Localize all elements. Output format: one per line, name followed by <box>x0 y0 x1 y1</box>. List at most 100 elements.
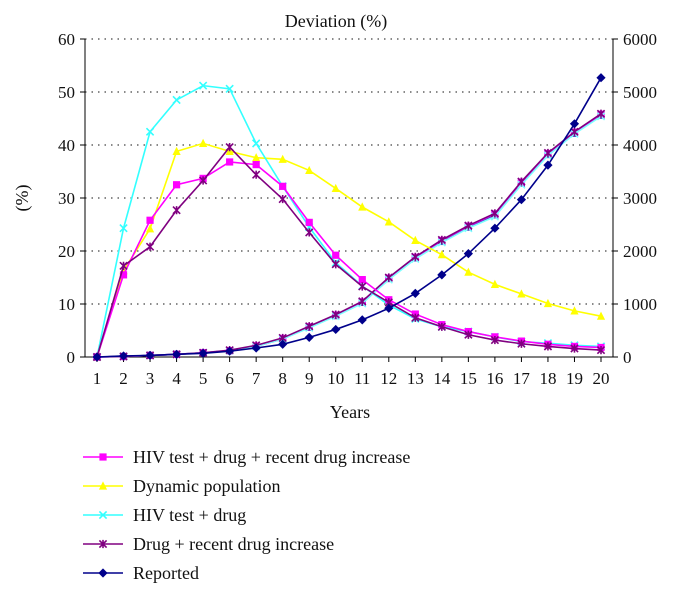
data-point <box>358 276 366 284</box>
data-point <box>225 84 234 93</box>
data-point <box>278 154 287 163</box>
x-tick-label: 4 <box>172 369 181 388</box>
data-point <box>172 146 181 155</box>
y2-tick-label: 3000 <box>623 189 657 208</box>
legend-label: Drug + recent drug increase <box>133 534 334 554</box>
x-tick-label: 2 <box>119 369 128 388</box>
data-point <box>411 252 420 261</box>
x-tick-label: 3 <box>146 369 155 388</box>
data-point <box>119 271 128 279</box>
data-point <box>145 224 155 233</box>
data-point <box>119 224 128 233</box>
data-point <box>410 288 420 298</box>
x-tick-label: 17 <box>513 369 531 388</box>
data-point <box>570 127 579 136</box>
data-point <box>304 332 314 342</box>
data-point <box>517 339 526 348</box>
y2-tick-label: 5000 <box>623 83 657 102</box>
y-tick-label: 0 <box>67 348 76 367</box>
data-point <box>437 322 447 331</box>
data-point <box>569 119 580 129</box>
data-point <box>490 335 500 345</box>
data-point <box>278 339 288 349</box>
data-point <box>305 165 314 175</box>
data-point <box>411 313 420 322</box>
data-point <box>225 142 234 152</box>
legend-swatch-marker <box>98 481 108 490</box>
data-point <box>305 228 314 237</box>
x-tick-label: 15 <box>460 369 477 388</box>
y2-tick-label: 0 <box>623 348 632 367</box>
data-point <box>305 218 313 226</box>
data-point <box>464 330 473 339</box>
data-point <box>199 138 208 148</box>
legend-item: HIV test + drug + recent drug increase <box>83 447 410 467</box>
y-axis-title: (%) <box>12 185 33 212</box>
data-point <box>490 223 500 233</box>
x-tick-label: 11 <box>354 369 370 388</box>
legend-swatch-marker <box>98 510 108 520</box>
series-line <box>96 142 602 358</box>
data-point <box>384 303 394 313</box>
series-1 <box>92 138 606 361</box>
legend-label: HIV test + drug <box>133 505 246 525</box>
data-point <box>251 343 261 353</box>
legend-label: Reported <box>133 563 199 583</box>
series-line <box>96 145 602 358</box>
x-tick-label: 6 <box>225 369 234 388</box>
data-point <box>145 350 155 361</box>
legend-item: Drug + recent drug increase <box>83 534 334 554</box>
data-point <box>596 345 606 355</box>
legend-label: Dynamic population <box>133 476 280 496</box>
y-tick-label: 20 <box>58 242 75 261</box>
series-line <box>96 161 602 358</box>
legend-item: Reported <box>83 563 199 583</box>
x-tick-label: 19 <box>566 369 583 388</box>
series-group <box>92 73 606 362</box>
y2-tick-label: 4000 <box>623 136 657 155</box>
data-point <box>331 324 341 335</box>
legend: HIV test + drug + recent drug increase Dy… <box>83 447 410 583</box>
x-tick-label: 8 <box>278 369 287 388</box>
legend-label: HIV test + drug + recent drug increase <box>133 447 410 467</box>
data-point <box>437 250 446 259</box>
data-point <box>490 209 500 218</box>
y2-tick-label: 6000 <box>623 30 657 49</box>
data-point <box>279 182 287 190</box>
data-point <box>251 170 261 179</box>
x-tick-label: 16 <box>486 369 503 388</box>
data-point <box>543 298 553 308</box>
x-tick-label: 12 <box>380 369 397 388</box>
data-point <box>226 158 234 166</box>
data-point <box>411 235 420 244</box>
chart-title: Deviation (%) <box>285 11 387 32</box>
x-tick-label: 13 <box>407 369 424 388</box>
series-line <box>96 77 602 358</box>
data-point <box>357 315 367 325</box>
x-axis-title: Years <box>330 402 370 422</box>
data-point <box>278 194 287 204</box>
data-point <box>198 81 208 90</box>
data-point <box>331 260 340 269</box>
data-point <box>358 282 367 291</box>
x-tick-label: 20 <box>593 369 610 388</box>
data-point <box>172 206 181 215</box>
series-7 <box>92 112 606 362</box>
data-point <box>437 235 447 245</box>
data-point <box>118 351 129 361</box>
x-tick-label: 7 <box>252 369 261 388</box>
x-tick-label: 5 <box>199 369 208 388</box>
y-tick-label: 30 <box>58 189 75 208</box>
data-point <box>543 342 553 351</box>
data-point <box>464 267 473 276</box>
y-tick-label: 50 <box>58 83 75 102</box>
series-2 <box>92 81 606 362</box>
data-point <box>384 217 393 226</box>
legend-swatch-marker <box>99 453 107 461</box>
data-point <box>517 289 526 298</box>
data-point <box>516 194 527 205</box>
y-tick-label: 40 <box>58 136 75 155</box>
series-line <box>96 115 602 358</box>
series-line <box>96 114 602 358</box>
